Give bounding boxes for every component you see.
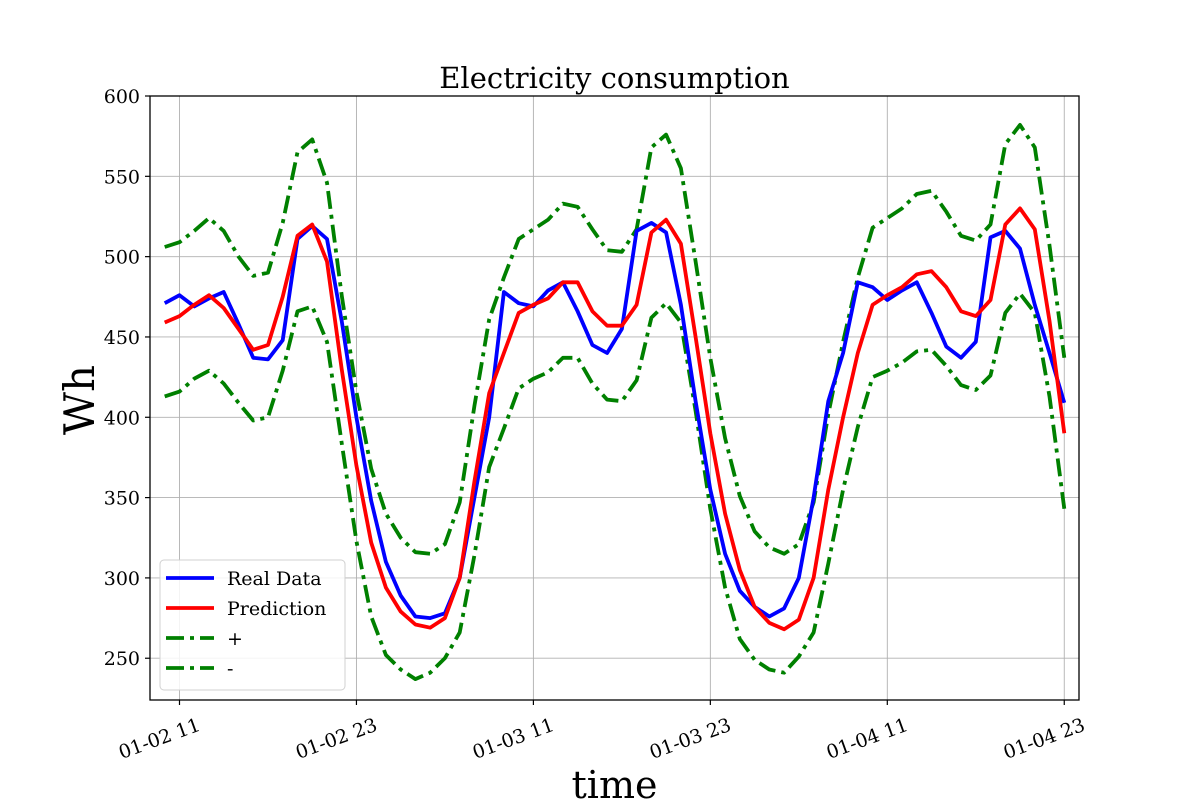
legend: Real Data Prediction + - [159, 559, 346, 691]
y-tick-label: 300 [104, 568, 140, 590]
series-layer [163, 123, 1067, 681]
legend-label: - [227, 658, 233, 680]
legend-label: Prediction [227, 598, 326, 620]
y-tick-label: 450 [104, 327, 140, 349]
y-tick-label: 350 [104, 488, 140, 510]
y-tick-label: 250 [104, 648, 140, 670]
series-line-prediction [163, 206, 1067, 632]
series-line-lower-bound [164, 291, 1067, 681]
y-tick-label: 400 [104, 407, 140, 429]
series-line-upper-bound [164, 123, 1067, 556]
chart-title: Electricity consumption [439, 61, 789, 95]
y-axis-label: Wh [55, 365, 104, 435]
y-tick-label: 500 [104, 247, 140, 269]
y-tick-label: 550 [104, 166, 140, 188]
axes-frame [149, 95, 1080, 701]
legend-label: Real Data [227, 568, 322, 590]
x-axis-label: time [572, 763, 658, 800]
y-tick-label: 600 [104, 86, 140, 108]
legend-label: + [227, 628, 243, 650]
y-axis: 250 300 350 400 450 500 550 600 [104, 86, 150, 670]
legend-box [159, 559, 346, 691]
